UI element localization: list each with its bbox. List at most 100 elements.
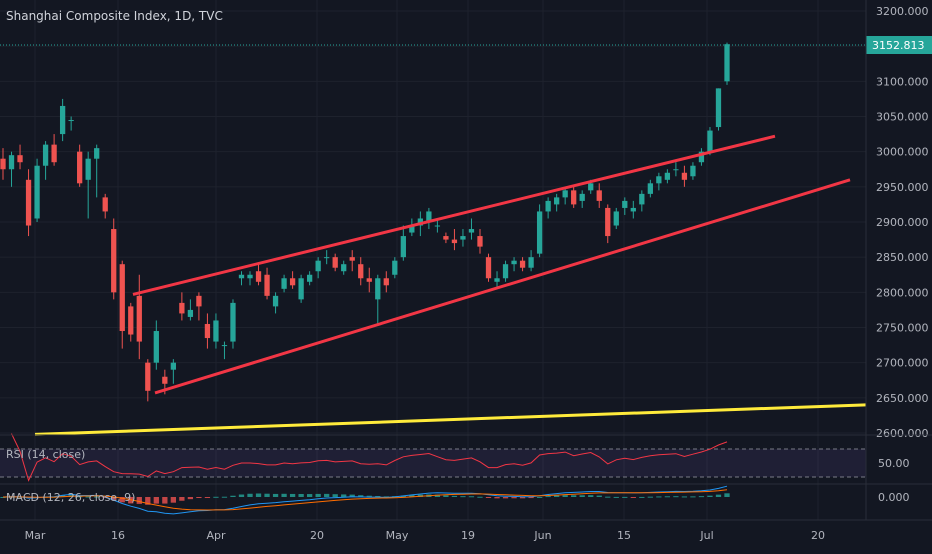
candle-body xyxy=(25,179,32,226)
macd-histogram-bar xyxy=(324,493,330,497)
candle-body xyxy=(315,260,321,272)
macd-histogram-bar xyxy=(341,494,347,497)
candle xyxy=(8,151,15,187)
candle xyxy=(409,218,415,237)
candle-body xyxy=(111,229,117,293)
candle-body xyxy=(400,236,406,258)
candle xyxy=(400,225,406,261)
candle-body xyxy=(145,362,151,391)
candle xyxy=(375,274,381,324)
macd-pane[interactable]: MACD (12, 26, close, 9) 0.000 xyxy=(0,485,910,515)
candle-body xyxy=(477,236,483,247)
candle-body xyxy=(554,197,560,205)
candle xyxy=(494,271,500,289)
candle-body xyxy=(230,302,236,342)
candle-body xyxy=(196,295,202,307)
macd-histogram-bar xyxy=(264,493,270,497)
rsi-label: RSI (14, close) xyxy=(6,448,85,461)
candle xyxy=(51,134,57,166)
candle xyxy=(85,151,91,219)
candle xyxy=(306,271,313,286)
candle xyxy=(613,207,619,230)
macd-histogram-bar xyxy=(111,497,117,501)
candle-body xyxy=(571,190,577,205)
candle-body xyxy=(170,362,176,370)
candle xyxy=(426,207,432,230)
macd-histogram-bar xyxy=(571,495,577,497)
candle-body xyxy=(519,260,526,268)
candle xyxy=(698,148,705,166)
price-tick-label: 3050.000 xyxy=(876,111,929,124)
time-tick-label: Jun xyxy=(533,529,551,542)
macd-histogram-bar xyxy=(681,496,688,498)
candle-body xyxy=(187,309,194,317)
candle xyxy=(281,274,287,293)
macd-histogram-bar xyxy=(664,496,671,498)
macd-histogram-bar xyxy=(281,493,287,497)
candle-body xyxy=(238,274,245,279)
candle xyxy=(238,271,245,286)
candle-body xyxy=(707,130,713,152)
candle xyxy=(468,218,475,240)
macd-histogram-bar xyxy=(579,495,585,497)
candle-body xyxy=(451,239,458,244)
candle-body xyxy=(179,302,185,314)
candle-body xyxy=(536,211,543,254)
candle xyxy=(77,144,83,187)
macd-histogram-bar xyxy=(383,496,389,498)
last-price-badge: 3152.813 xyxy=(866,36,932,54)
price-channel xyxy=(132,134,851,395)
macd-histogram-bar xyxy=(690,496,696,498)
candle xyxy=(477,229,483,254)
candle xyxy=(502,260,509,282)
time-axis[interactable]: Mar 16 Apr 20 May 19 Jun 15 Jul 20 xyxy=(25,529,825,542)
macd-histogram-bar xyxy=(272,493,279,497)
candle xyxy=(664,169,671,184)
last-price-badge-bg xyxy=(866,36,932,54)
candle xyxy=(341,260,347,275)
macd-histogram-bar xyxy=(77,496,83,498)
macd-histogram-bar xyxy=(519,497,526,499)
candle-body xyxy=(579,193,585,201)
rsi-pane[interactable]: RSI (14, close) 50.00 xyxy=(0,433,910,482)
candle-body xyxy=(281,278,287,289)
time-tick-label: Jul xyxy=(699,529,713,542)
candle-body xyxy=(724,44,730,82)
candle-body xyxy=(545,200,551,212)
candle xyxy=(349,250,355,272)
macd-histogram-bar xyxy=(204,497,211,498)
support-trendline xyxy=(34,403,867,436)
candle xyxy=(255,264,262,286)
candle xyxy=(511,257,517,272)
candle-body xyxy=(128,306,134,335)
candle xyxy=(332,253,338,272)
macd-histogram-bar xyxy=(485,497,492,498)
candle-body xyxy=(409,225,415,233)
candle xyxy=(358,257,364,286)
candle-body xyxy=(588,183,594,191)
macd-histogram-bar xyxy=(639,496,645,498)
candle xyxy=(443,232,449,244)
candle-body xyxy=(656,176,662,184)
last-price-label: 3152.813 xyxy=(872,39,925,52)
candle-body xyxy=(102,197,108,212)
candle xyxy=(17,144,23,170)
candle xyxy=(383,271,389,293)
price-tick-label: 2700.000 xyxy=(876,357,929,370)
candle xyxy=(724,42,730,85)
candle-body xyxy=(715,88,722,128)
candle-body xyxy=(42,144,49,166)
macd-histogram-bar xyxy=(605,496,611,498)
candle xyxy=(153,320,159,370)
candle xyxy=(34,158,40,222)
macd-histogram-bar xyxy=(255,493,262,497)
rsi-band xyxy=(0,449,866,477)
macd-histogram-bar xyxy=(554,495,560,497)
candle-body xyxy=(0,158,6,170)
macd-histogram-bar xyxy=(85,496,91,498)
candle-body xyxy=(17,155,23,163)
channel-lower-line xyxy=(154,178,851,395)
candle-body xyxy=(264,274,270,296)
